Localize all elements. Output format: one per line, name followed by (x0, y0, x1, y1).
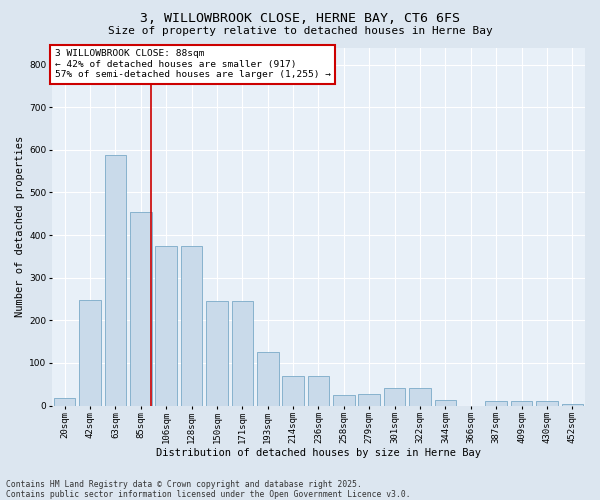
Bar (536, 402, 558, 406)
Bar (181, 246, 202, 406)
Bar (333, 395, 355, 406)
Text: 3, WILLOWBROOK CLOSE, HERNE BAY, CT6 6FS: 3, WILLOWBROOK CLOSE, HERNE BAY, CT6 6FS (140, 12, 460, 26)
Bar (485, 402, 507, 406)
Bar (257, 352, 278, 406)
Bar (409, 388, 431, 406)
Bar (54, 398, 76, 406)
Bar (434, 400, 456, 406)
Bar (511, 402, 532, 406)
Text: Contains HM Land Registry data © Crown copyright and database right 2025.
Contai: Contains HM Land Registry data © Crown c… (6, 480, 410, 499)
Bar (130, 212, 152, 406)
Bar (384, 388, 406, 406)
Y-axis label: Number of detached properties: Number of detached properties (15, 136, 25, 317)
Bar (232, 301, 253, 406)
Bar (104, 155, 126, 406)
X-axis label: Distribution of detached houses by size in Herne Bay: Distribution of detached houses by size … (156, 448, 481, 458)
Bar (155, 246, 177, 406)
Bar (206, 301, 228, 406)
Bar (358, 394, 380, 406)
Text: 3 WILLOWBROOK CLOSE: 88sqm
← 42% of detached houses are smaller (917)
57% of sem: 3 WILLOWBROOK CLOSE: 88sqm ← 42% of deta… (55, 50, 331, 79)
Bar (308, 376, 329, 406)
Text: Size of property relative to detached houses in Herne Bay: Size of property relative to detached ho… (107, 26, 493, 36)
Bar (562, 404, 583, 406)
Bar (283, 376, 304, 406)
Bar (79, 300, 101, 406)
